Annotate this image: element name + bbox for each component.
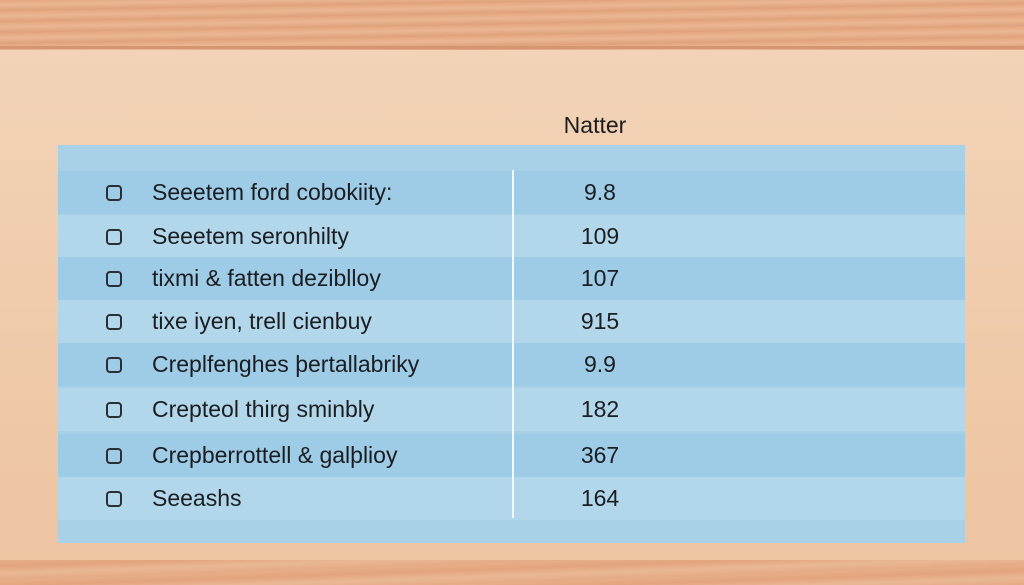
row-value: 109 — [580, 223, 620, 249]
row-label: Crepberrottell & galþlioy — [152, 442, 398, 468]
row-value: 164 — [580, 485, 620, 511]
checkbox[interactable] — [106, 356, 122, 373]
checkbox[interactable] — [106, 270, 122, 287]
checkbox[interactable] — [106, 184, 122, 201]
row-value: 9.9 — [584, 351, 616, 377]
row-value: 367 — [580, 442, 620, 468]
row-label: Crepteol thirg sminbly — [152, 396, 375, 422]
table-row: Seeetem seronhilty 109 — [58, 215, 965, 258]
wood-plank — [0, 0, 1024, 49]
checkbox[interactable] — [106, 401, 122, 418]
row-label: Creplfenghes þertallabriky — [152, 351, 420, 377]
row-label: Seeetem seronhilty — [152, 223, 349, 249]
table-row: tixe iyen, trell cienbuy 915 — [58, 300, 965, 343]
table-row: Seeetem ford cobokiity: 9.8 — [58, 171, 965, 214]
checkbox[interactable] — [106, 313, 122, 330]
row-value: 182 — [580, 396, 620, 422]
checkbox[interactable] — [106, 447, 122, 464]
table-row: Seeashs 164 — [58, 477, 965, 520]
row-value: 9.8 — [584, 179, 616, 205]
table-row: Crepteol thirg sminbly 182 — [58, 388, 965, 431]
row-label: Seeetem ford cobokiity: — [152, 179, 393, 205]
checkbox[interactable] — [106, 490, 122, 507]
table-row: tixmi & fatten deziblloy 107 — [58, 257, 965, 300]
row-value: 107 — [580, 265, 620, 291]
table-row: Creplfenghes þertallabriky 9.9 — [58, 343, 965, 386]
row-label: Seeashs — [152, 485, 242, 511]
checkbox[interactable] — [106, 228, 122, 245]
table-row: Crepberrottell & galþlioy 367 — [58, 434, 965, 477]
row-label: tixe iyen, trell cienbuy — [152, 308, 372, 334]
row-value: 915 — [580, 308, 620, 334]
row-label: tixmi & fatten deziblloy — [152, 265, 381, 291]
divider — [512, 170, 514, 518]
table: Seeetem ford cobokiity: 9.8 Seeetem seronh… — [58, 145, 965, 543]
column-header: Natter — [563, 112, 627, 138]
